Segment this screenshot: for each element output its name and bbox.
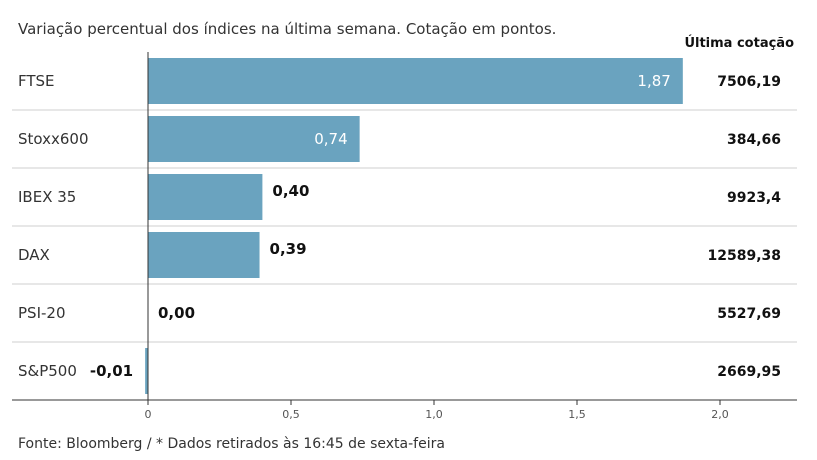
x-tick-label: 2,0 [711,408,729,421]
x-tick-label: 0 [145,408,152,421]
value-label: 0,00 [158,304,195,322]
bar [148,116,360,162]
last-quote-value: 12589,38 [707,248,781,264]
source-note: Fonte: Bloomberg / * Dados retirados às … [18,436,445,452]
category-label: Stoxx600 [18,130,89,148]
bar [148,58,683,104]
last-quote-value: 9923,4 [727,190,781,206]
category-label: DAX [18,246,50,264]
value-label: 0,40 [272,182,309,200]
chart-rows: FTSE 1,87 7506,19 Stoxx600 0,74 384,66 IBEX 35… [12,58,797,394]
last-quote-header: Última cotação [684,35,794,51]
bar [145,348,148,394]
value-label: 0,39 [270,240,307,258]
last-quote-value: 7506,19 [717,74,781,90]
x-tick-label: 1,0 [425,408,443,421]
category-label: IBEX 35 [18,188,76,206]
value-label: -0,01 [90,362,133,380]
bar [148,232,260,278]
x-tick-label: 0,5 [282,408,300,421]
bar [148,174,263,220]
category-label: FTSE [18,72,55,90]
last-quote-value: 384,66 [727,132,781,148]
last-quote-value: 2669,95 [717,364,781,380]
x-axis: 0 0,5 1,0 1,5 2,0 [12,52,797,421]
x-tick-label: 1,5 [568,408,586,421]
category-label: PSI-20 [18,304,66,322]
category-label: S&P500 [18,362,77,380]
chart-title: Variação percentual dos índices na últim… [18,20,556,38]
value-label: 0,74 [314,130,347,148]
value-label: 1,87 [637,72,670,90]
last-quote-value: 5527,69 [717,306,781,322]
